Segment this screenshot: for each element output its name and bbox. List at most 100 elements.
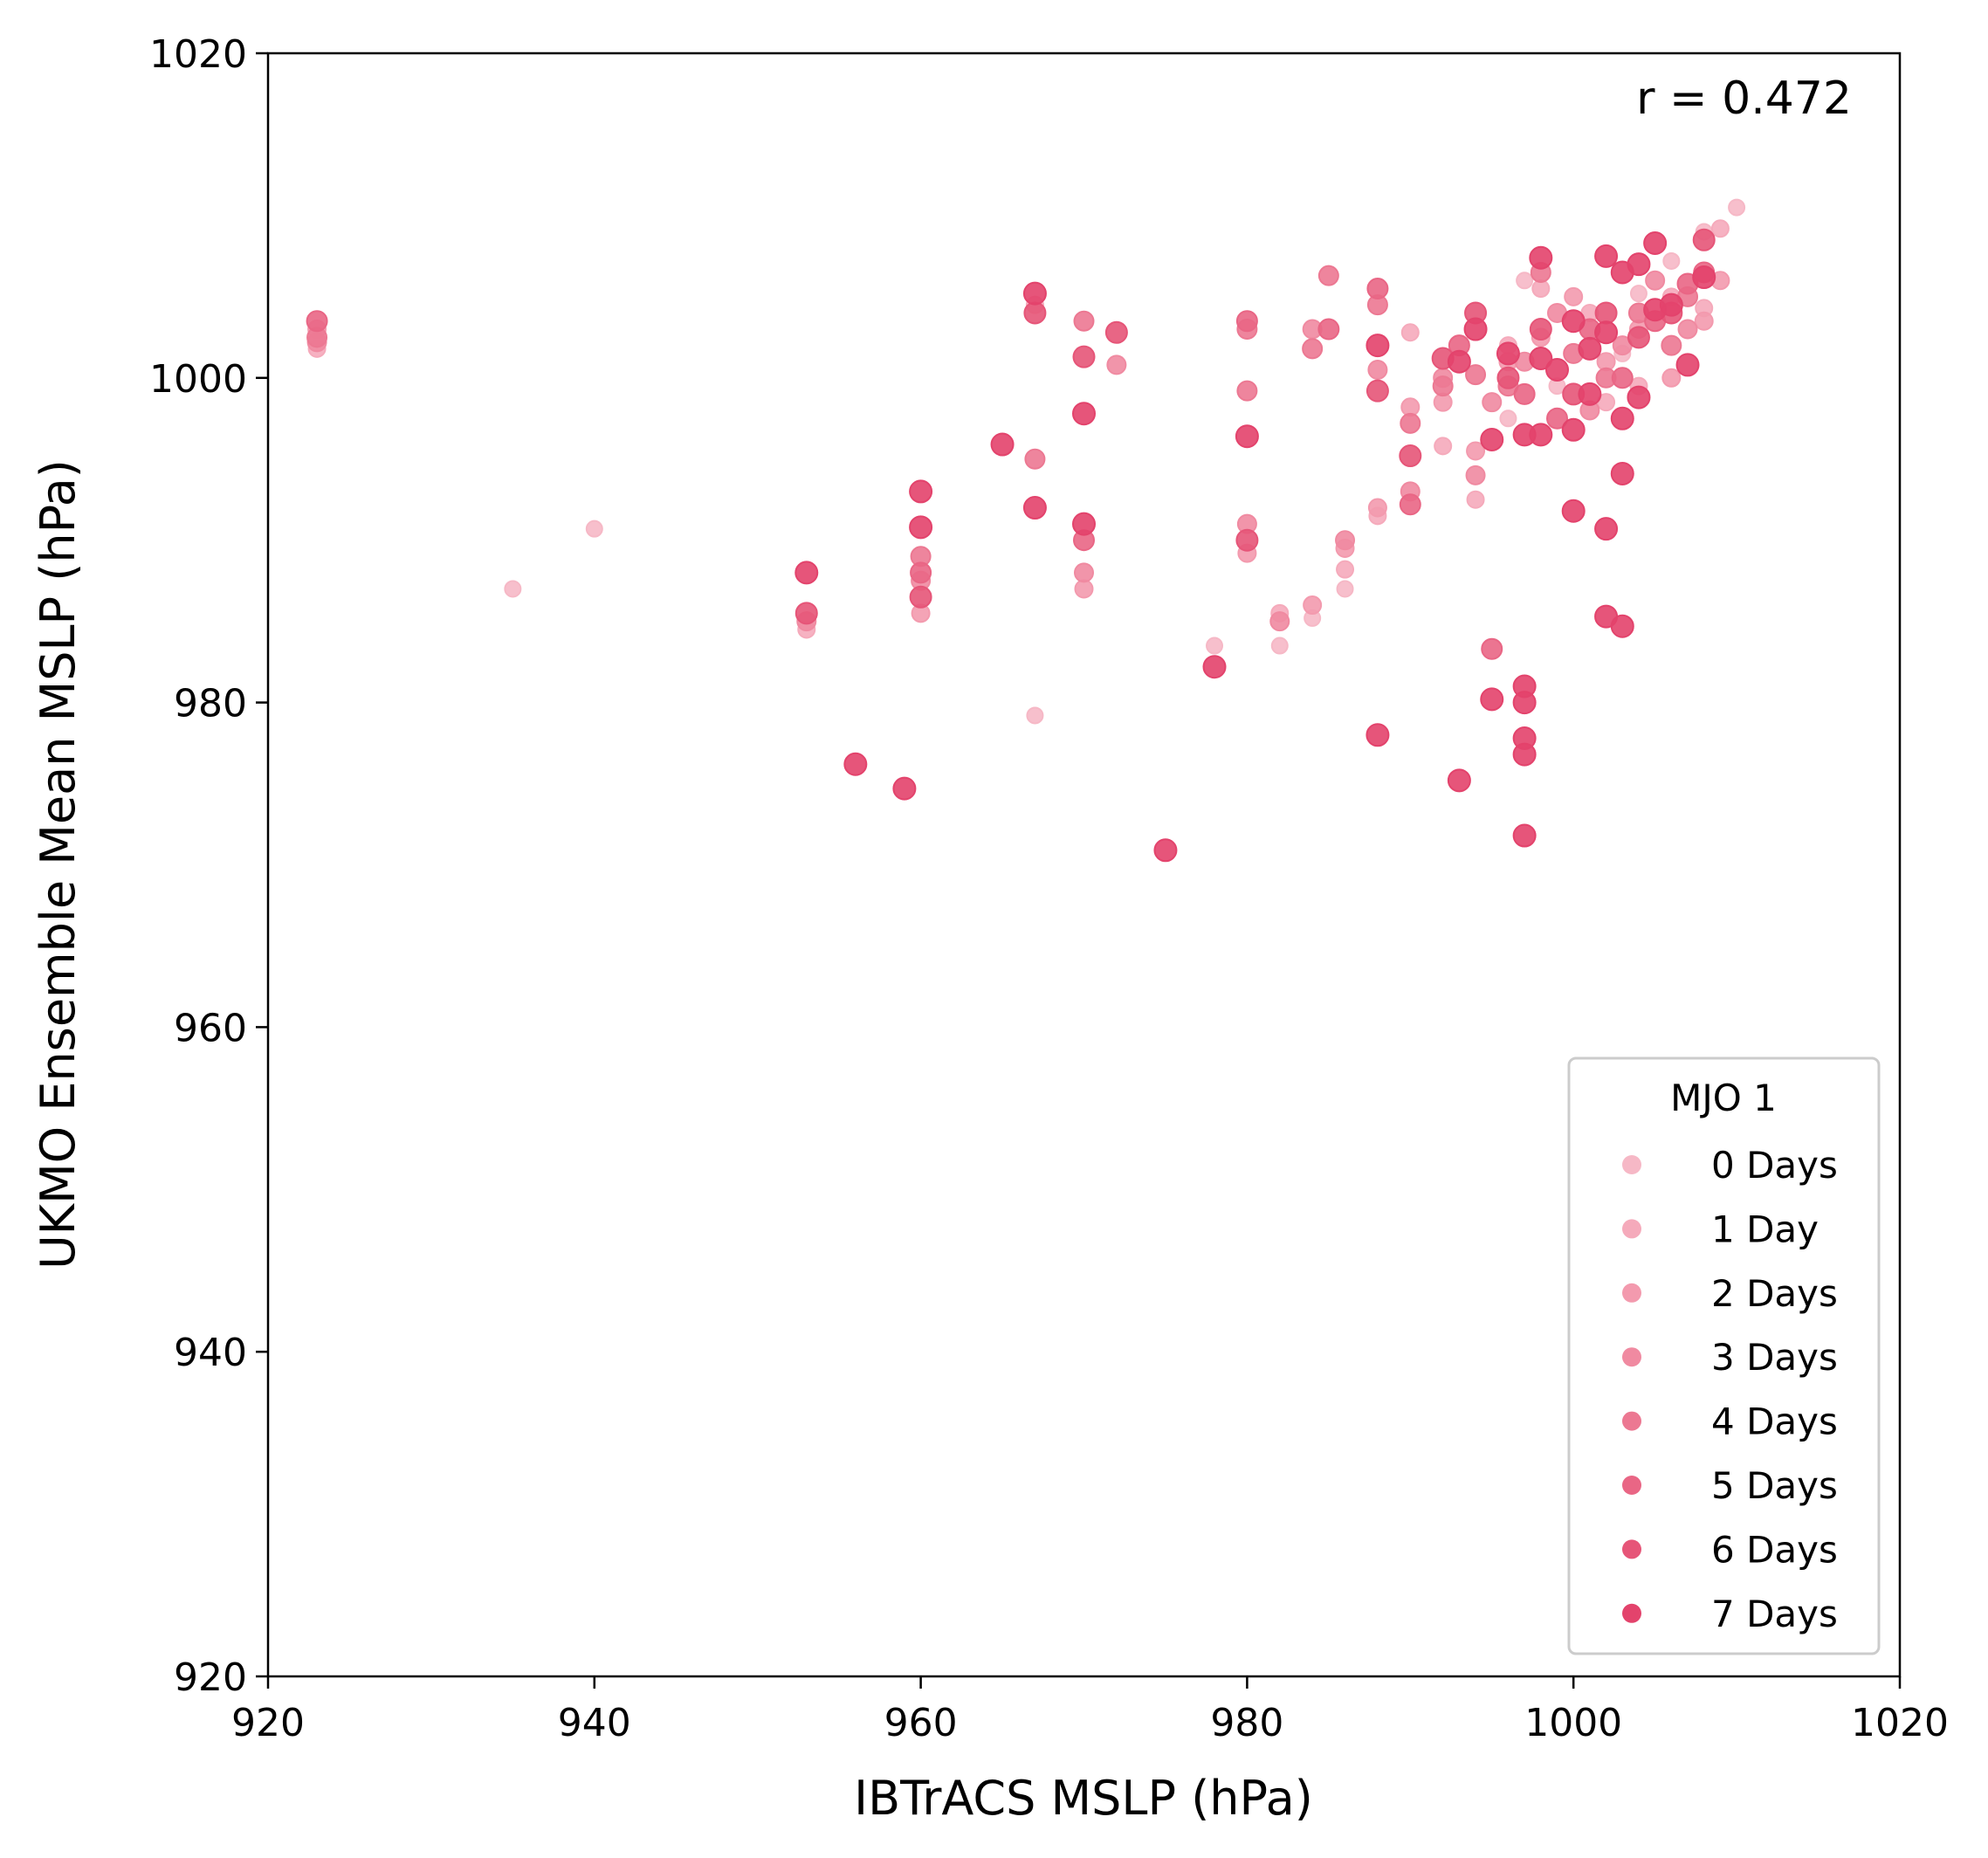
data-point — [1499, 409, 1517, 428]
data-point — [1235, 310, 1258, 333]
data-point — [1202, 655, 1227, 679]
legend-label: 2 Days — [1711, 1272, 1838, 1315]
data-point — [1366, 278, 1389, 300]
data-point — [1611, 367, 1634, 389]
data-point — [1072, 402, 1096, 426]
data-point — [1104, 320, 1128, 344]
y-tick-label: 1000 — [149, 357, 247, 402]
data-point — [1235, 528, 1259, 552]
data-point — [1335, 530, 1356, 551]
legend-label: 5 Days — [1711, 1464, 1838, 1507]
data-point — [909, 585, 932, 609]
data-point — [1480, 687, 1504, 712]
data-point — [1546, 407, 1569, 430]
x-tick-label: 920 — [231, 1701, 305, 1745]
data-point — [1627, 385, 1651, 409]
legend-marker — [1622, 1283, 1641, 1303]
data-point — [1073, 310, 1095, 332]
data-point — [990, 432, 1015, 457]
data-point — [1023, 301, 1047, 325]
data-point — [892, 776, 917, 801]
data-point — [1365, 379, 1389, 403]
data-point — [1074, 562, 1094, 583]
data-point — [1480, 427, 1504, 451]
points-layer — [306, 198, 1746, 863]
x-axis: 920 940 960 980 1000 1020 — [231, 1676, 1949, 1745]
data-point — [1336, 560, 1355, 579]
data-point — [1610, 406, 1634, 430]
data-point — [1529, 346, 1553, 370]
y-tick-label: 980 — [174, 682, 247, 726]
correlation-annotation: r = 0.472 — [1636, 72, 1852, 125]
data-point — [1529, 245, 1553, 270]
x-axis-label: IBTrACS MSLP (hPa) — [854, 1771, 1313, 1826]
data-point — [1662, 251, 1681, 270]
legend-label: 1 Day — [1711, 1208, 1819, 1250]
data-point — [1692, 228, 1716, 251]
data-point — [1365, 723, 1390, 747]
data-point — [1578, 336, 1602, 361]
data-point — [1594, 244, 1619, 268]
legend-marker — [1622, 1603, 1641, 1623]
data-point — [1545, 358, 1570, 382]
legend-label: 4 Days — [1711, 1400, 1838, 1443]
data-point — [1072, 512, 1096, 536]
data-point — [1482, 392, 1503, 413]
data-point — [1206, 637, 1224, 655]
data-point — [1516, 272, 1534, 290]
data-point — [1675, 353, 1700, 377]
data-point — [1399, 493, 1421, 516]
data-point — [1661, 334, 1682, 356]
y-tick-label: 960 — [174, 1006, 247, 1050]
data-point — [1512, 726, 1537, 750]
data-point — [795, 602, 818, 625]
legend: MJO 1 0 Days 1 Day 2 Days 3 Days 4 Days 5 Day… — [1567, 1056, 1881, 1655]
data-point — [1594, 301, 1618, 325]
data-point — [1529, 423, 1553, 447]
data-point — [1072, 345, 1096, 368]
data-point — [1302, 338, 1324, 360]
data-point — [1365, 334, 1390, 358]
legend-marker — [1622, 1219, 1641, 1239]
data-point — [1610, 260, 1634, 285]
y-tick-label: 920 — [174, 1655, 247, 1700]
legend-marker — [1622, 1155, 1641, 1174]
data-point — [1627, 326, 1650, 349]
data-point — [1400, 412, 1421, 434]
x-tick-label: 1020 — [1851, 1701, 1949, 1745]
data-point — [1661, 368, 1682, 388]
data-point — [1513, 382, 1536, 405]
data-point — [1432, 375, 1454, 397]
data-point — [1643, 298, 1668, 322]
data-point — [1463, 317, 1488, 341]
data-point — [1022, 496, 1047, 520]
data-point — [1447, 349, 1471, 374]
data-point — [843, 752, 868, 776]
data-point — [909, 515, 933, 540]
data-point — [1303, 595, 1323, 616]
data-point — [1692, 265, 1716, 290]
legend-label: 3 Days — [1711, 1336, 1838, 1379]
data-point — [1710, 219, 1730, 238]
y-tick-label: 940 — [174, 1331, 247, 1375]
data-point — [1434, 437, 1453, 456]
data-point — [795, 561, 819, 585]
data-point — [1645, 270, 1666, 291]
legend-marker — [1622, 1347, 1641, 1367]
data-point — [1496, 366, 1520, 389]
data-point — [1465, 464, 1486, 485]
data-point — [306, 310, 328, 333]
data-point — [1367, 498, 1387, 518]
data-point — [1336, 580, 1354, 598]
data-point — [1399, 444, 1422, 468]
y-axis: 920 940 960 980 1000 1020 — [149, 32, 268, 1700]
data-point — [1024, 448, 1046, 470]
data-point — [1026, 706, 1044, 725]
legend-label: 0 Days — [1711, 1144, 1838, 1187]
data-point — [1153, 838, 1178, 863]
data-point — [504, 580, 522, 598]
data-point — [1074, 579, 1094, 599]
legend-marker — [1622, 1411, 1641, 1431]
legend-title: MJO 1 — [1670, 1077, 1777, 1119]
